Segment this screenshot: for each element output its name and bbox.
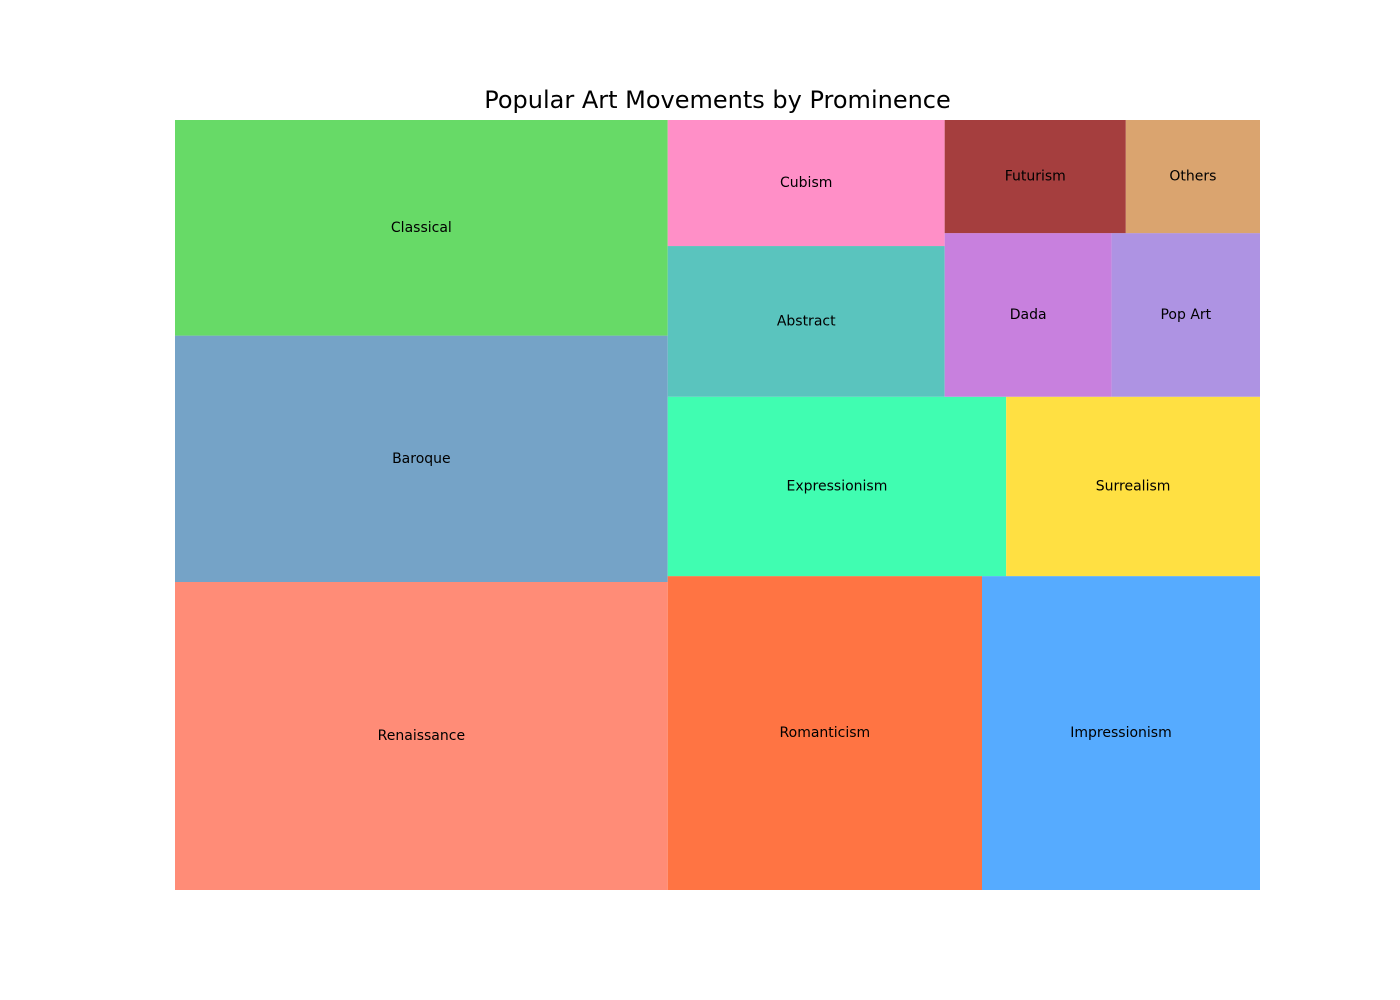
tile-surrealism [1006, 396, 1260, 577]
tile-label-baroque: Baroque [392, 451, 451, 467]
tile-label-abstract: Abstract [777, 313, 836, 329]
tile-label-classical: Classical [391, 220, 452, 236]
tile-label-others: Others [1169, 169, 1216, 185]
tile-label-dada: Dada [1010, 307, 1047, 323]
tile-expressionism [667, 396, 1007, 577]
tile-label-renaissance: Renaissance [378, 728, 465, 744]
tile-label-surrealism: Surrealism [1096, 478, 1171, 494]
tile-classical [175, 120, 668, 336]
tile-dada [944, 233, 1112, 397]
tile-label-pop-art: Pop Art [1160, 307, 1211, 323]
tile-label-impressionism: Impressionism [1070, 725, 1171, 741]
tile-label-cubism: Cubism [780, 175, 832, 191]
tile-label-expressionism: Expressionism [787, 478, 888, 494]
tile-romanticism [667, 576, 982, 890]
chart-title: Popular Art Movements by Prominence [484, 86, 951, 114]
tile-label-futurism: Futurism [1005, 169, 1066, 185]
tile-impressionism [981, 576, 1260, 890]
tile-baroque [175, 335, 668, 582]
tile-pop-art [1111, 233, 1260, 397]
tile-abstract [667, 246, 945, 397]
tile-others [1125, 120, 1260, 234]
tile-futurism [944, 120, 1126, 234]
tile-label-romanticism: Romanticism [780, 725, 871, 741]
tile-cubism [667, 120, 945, 247]
tile-renaissance [175, 582, 668, 890]
